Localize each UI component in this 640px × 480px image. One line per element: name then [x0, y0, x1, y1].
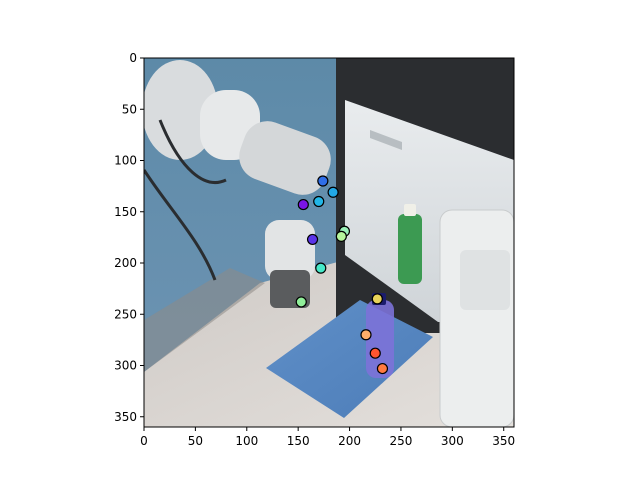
y-tick-label: 100 [114, 154, 137, 168]
scatter-point [335, 230, 347, 242]
y-tick-label: 150 [114, 205, 137, 219]
scatter-point [369, 347, 381, 359]
x-tick-label: 200 [338, 434, 361, 448]
robot-link-lower [239, 121, 331, 195]
y-tick-label: 350 [114, 410, 137, 424]
fridge-shelf [370, 130, 402, 150]
robot-cable-2 [144, 169, 217, 281]
scatter-point [327, 186, 339, 198]
scatter-point [376, 362, 389, 375]
robot-base [144, 60, 218, 160]
green-bottle [398, 214, 422, 284]
scatter-point [306, 233, 319, 246]
x-tick-label: 50 [188, 434, 203, 448]
scatter-point [371, 293, 383, 305]
scatter-point [315, 262, 327, 274]
scatter-point [317, 175, 329, 187]
y-tick-label: 0 [129, 51, 137, 65]
fridge-door-shelf [460, 250, 510, 310]
x-tick-label: 250 [389, 434, 412, 448]
x-tick-label: 150 [287, 434, 310, 448]
green-bottle-cap [404, 204, 416, 216]
photo-background [144, 58, 514, 427]
scatter-points [295, 175, 389, 375]
y-tick-label: 50 [122, 102, 137, 116]
y-tick-label: 200 [114, 256, 137, 270]
scatter-point [313, 195, 325, 208]
x-tick-label: 300 [441, 434, 464, 448]
x-tick-label: 350 [492, 434, 515, 448]
y-tick-label: 250 [114, 307, 137, 321]
ticks: 0 50 100 150 200 250 300 3500501001502002503003… [114, 51, 515, 448]
purple-bottle [366, 300, 394, 378]
y-tick-label: 300 [114, 359, 137, 373]
x-tick-label: 100 [235, 434, 258, 448]
robot-wrist [265, 220, 315, 280]
scatter-point [295, 296, 307, 308]
scatter-point [360, 329, 372, 341]
fridge-door [439, 209, 514, 427]
table-shadow [144, 268, 265, 372]
scatter-point [297, 198, 309, 211]
robot-cable [158, 119, 227, 184]
axes-frame [143, 57, 515, 428]
x-tick-label: 0 [140, 434, 148, 448]
